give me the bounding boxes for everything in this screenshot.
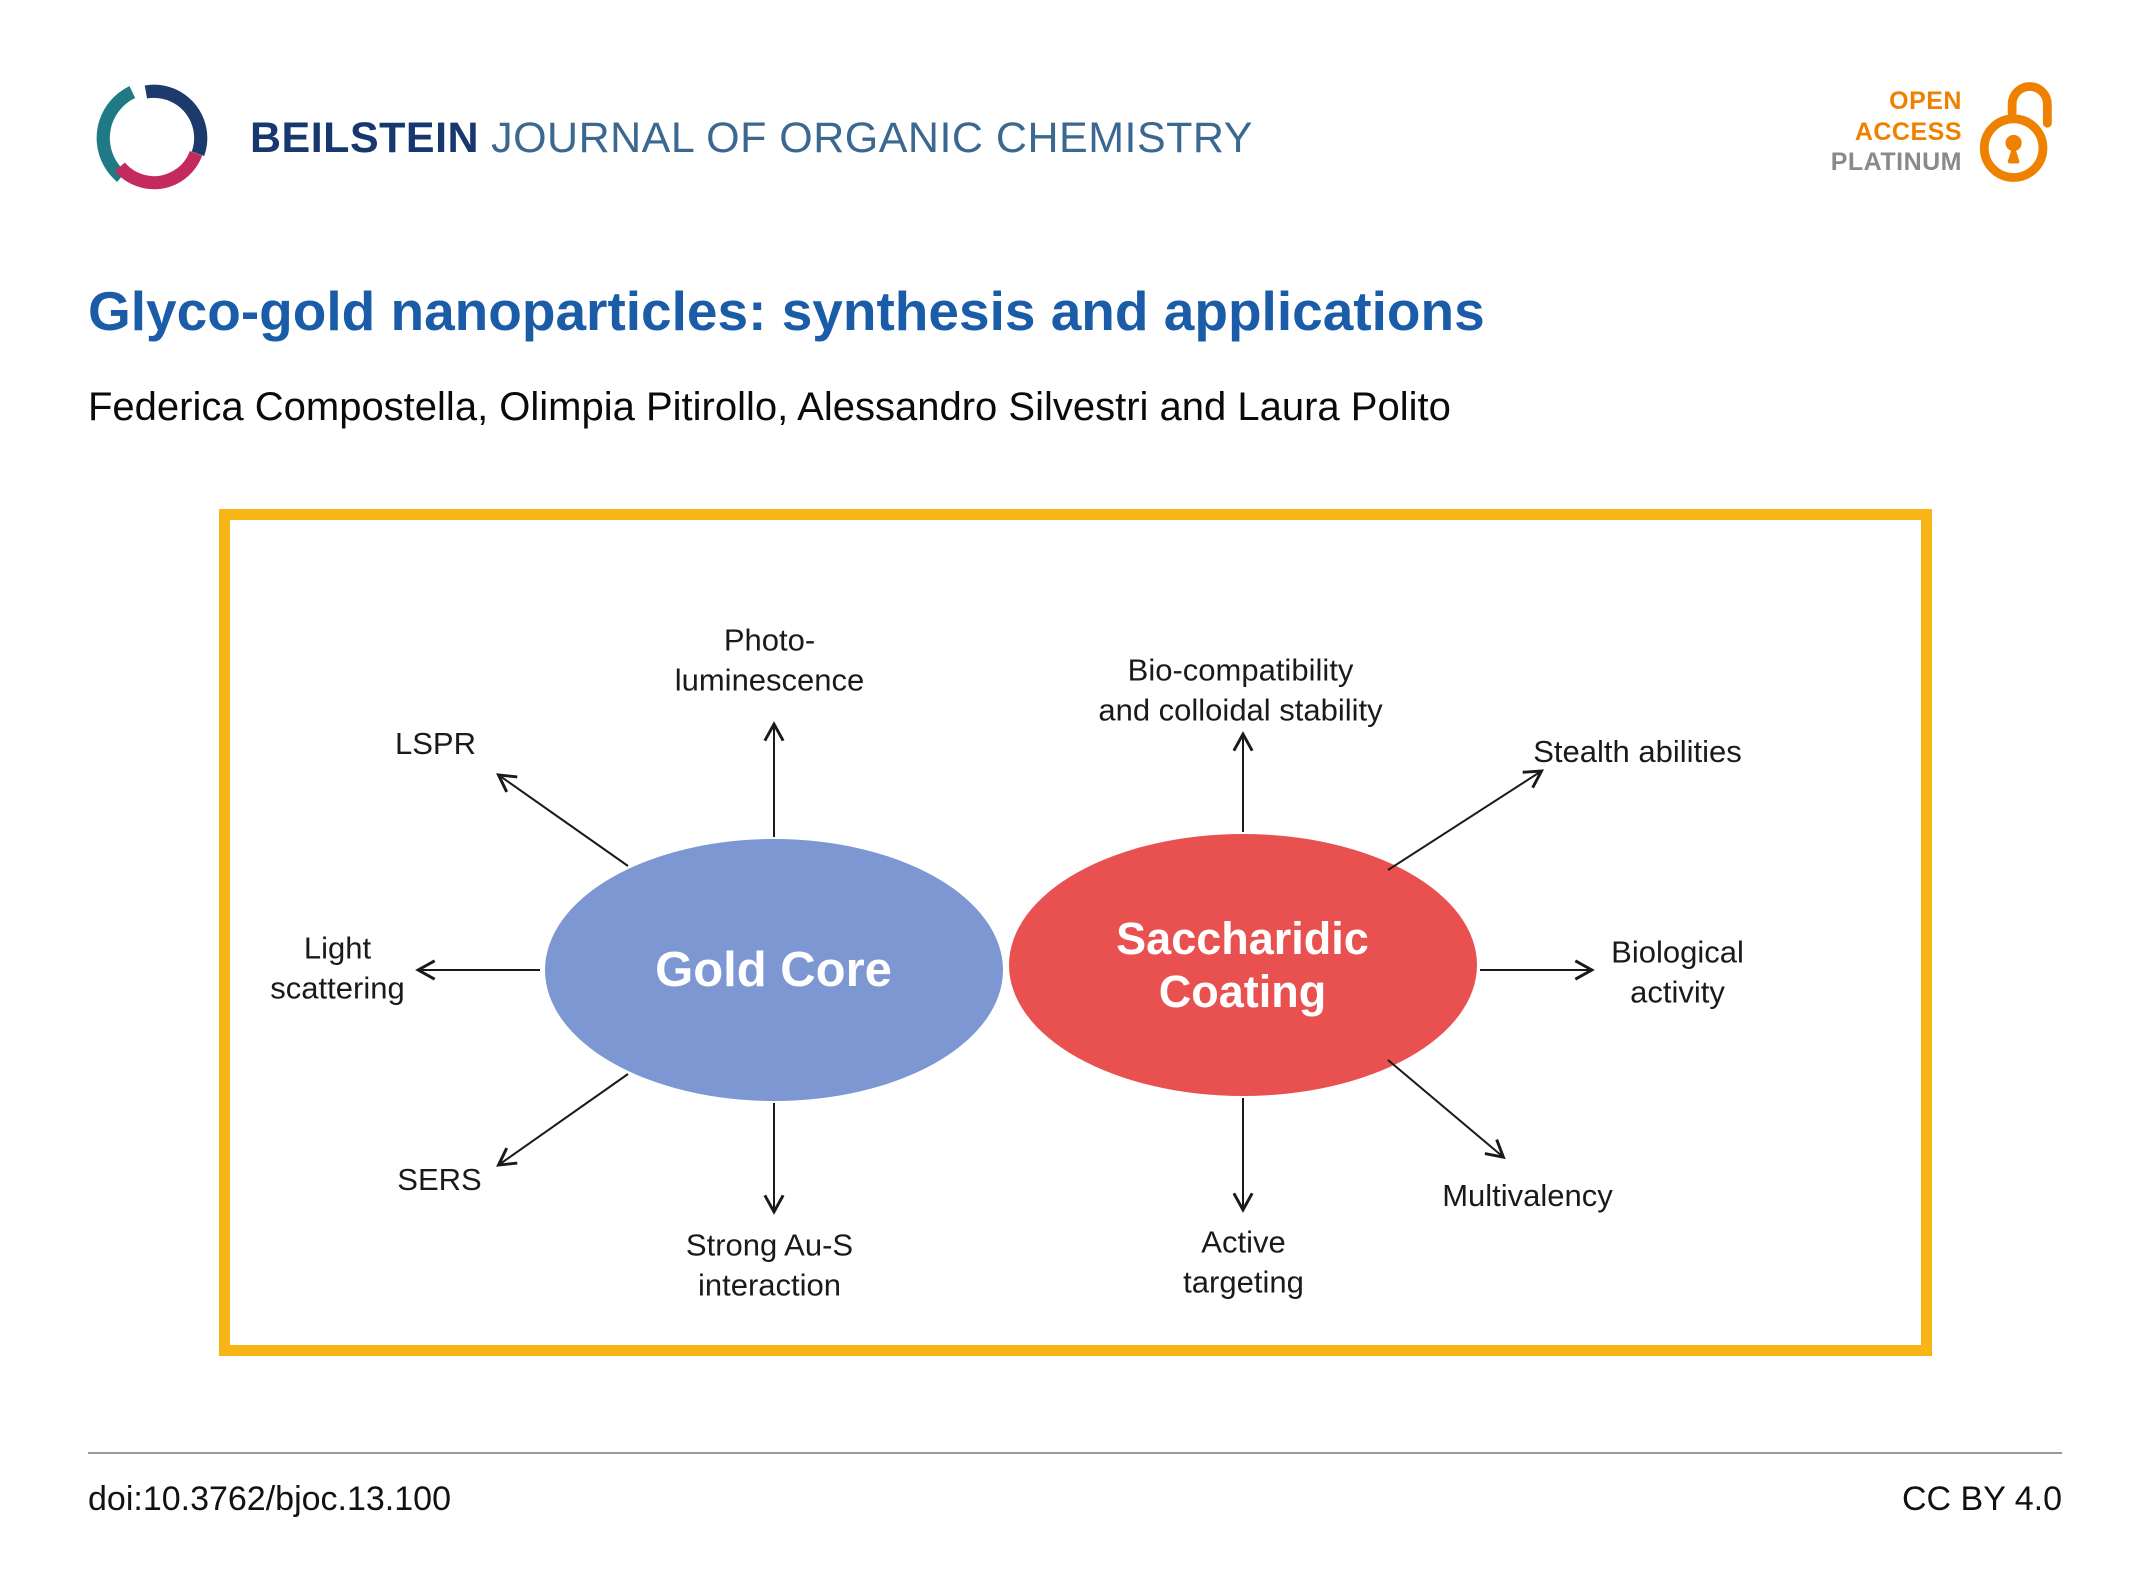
label-biological-activity: Biological activity <box>1611 934 1744 1010</box>
license-text: CC BY 4.0 <box>1901 1480 2062 1518</box>
open-access-access-label: ACCESS <box>1854 117 1962 146</box>
journal-header: BEILSTEIN JOURNAL OF ORGANIC CHEMISTRY OP… <box>0 0 2150 204</box>
gold-core-ellipse <box>544 839 1003 1102</box>
journal-name-bold: BEILSTEIN <box>250 113 480 162</box>
arrow-stealth <box>1386 769 1544 872</box>
doi-text: doi:10.3762/bjoc.13.100 <box>88 1480 451 1518</box>
journal-brand: BEILSTEIN JOURNAL OF ORGANIC CHEMISTRY <box>88 72 1253 204</box>
open-access-platinum-label: PLATINUM <box>1830 148 1962 177</box>
graphical-abstract: Gold Core Saccharidic Coating Photo- lum… <box>218 509 1932 1357</box>
saccharidic-coating-ellipse <box>1008 834 1477 1097</box>
beilstein-logo-icon <box>96 80 212 196</box>
arrow-lspr <box>495 773 629 868</box>
label-multivalency: Multivalency <box>1442 1178 1613 1214</box>
article-title: Glyco-gold nanoparticles: synthesis and … <box>88 280 1485 342</box>
open-access-badge: OPEN ACCESS PLATINUM <box>1831 80 2062 184</box>
diagram <box>414 721 1595 1216</box>
label-active-targeting: Active targeting <box>1183 1224 1304 1300</box>
saccharidic-coating-label: Saccharidic Coating <box>1116 913 1369 1018</box>
footer-divider <box>88 1452 2062 1454</box>
label-photoluminescence: Photo- luminescence <box>674 622 865 698</box>
label-light-scattering: Light scattering <box>270 930 405 1006</box>
journal-name: BEILSTEIN JOURNAL OF ORGANIC CHEMISTRY <box>250 114 1253 163</box>
label-biocompatibility: Bio-compatibility and colloidal stabilit… <box>1098 652 1383 728</box>
arrow-sers <box>495 1073 629 1168</box>
page-footer: doi:10.3762/bjoc.13.100 CC BY 4.0 <box>88 1452 2062 1519</box>
gold-core-label: Gold Core <box>655 943 892 998</box>
journal-name-rest: JOURNAL OF ORGANIC CHEMISTRY <box>491 113 1253 162</box>
open-access-open-label: OPEN <box>1889 87 1962 116</box>
arrow-multivalency <box>1386 1059 1506 1160</box>
label-stealth-abilities: Stealth abilities <box>1533 734 1742 770</box>
label-sers: SERS <box>397 1162 482 1198</box>
open-access-lock-icon <box>1979 82 2052 182</box>
article-authors: Federica Compostella, Olimpia Pitirollo,… <box>88 385 1451 430</box>
label-strong-au-s: Strong Au-S interaction <box>685 1227 854 1303</box>
label-lspr: LSPR <box>395 726 476 762</box>
open-access-text: OPEN ACCESS PLATINUM <box>1831 86 1962 178</box>
